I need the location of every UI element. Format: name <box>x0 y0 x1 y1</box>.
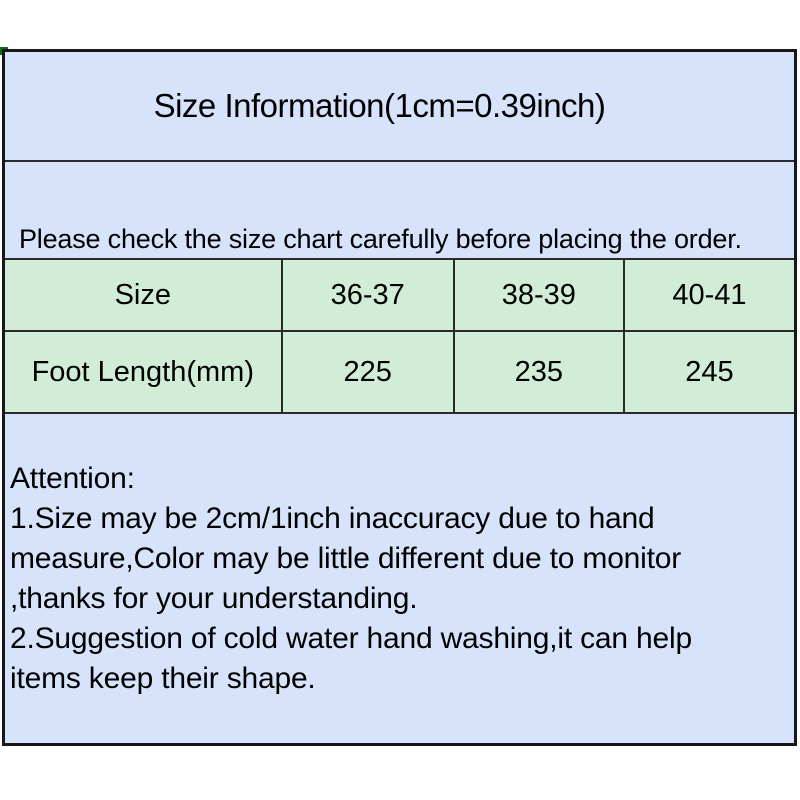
attention-note-line: items keep their shape. <box>10 662 316 695</box>
attention-notes-section: Attention: 1.Size may be 2cm/1inch inacc… <box>5 414 794 743</box>
attention-note-line: 1.Size may be 2cm/1inch inaccuracy due t… <box>10 502 655 535</box>
foot-length-value-36-37: 225 <box>280 330 453 412</box>
foot-length-value-40-41: 245 <box>622 330 794 412</box>
size-chart-table: Size 36-37 38-39 40-41 Foot Length(mm) 2… <box>5 260 794 414</box>
size-information-panel: Size Information(1cm=0.39inch) Please ch… <box>2 49 797 746</box>
size-table-header-36-37: 36-37 <box>280 260 453 330</box>
page-title: Size Information(1cm=0.39inch) <box>153 87 606 124</box>
attention-heading: Attention: <box>10 462 135 495</box>
order-notice-text: Please check the size chart carefully be… <box>19 224 742 254</box>
size-table-header-38-39: 38-39 <box>452 260 623 330</box>
size-table-header-40-41: 40-41 <box>622 260 794 330</box>
size-information-header: Size Information(1cm=0.39inch) <box>5 52 794 162</box>
foot-length-label: Foot Length(mm) <box>5 330 281 412</box>
attention-note-line: measure,Color may be little different du… <box>10 542 682 575</box>
size-table-header-size: Size <box>114 278 171 311</box>
foot-length-value-38-39: 235 <box>452 330 623 412</box>
attention-note-line: ,thanks for your understanding. <box>10 582 418 615</box>
attention-note-line: 2.Suggestion of cold water hand washing,… <box>10 622 692 655</box>
order-notice-section: Please check the size chart carefully be… <box>5 162 794 260</box>
